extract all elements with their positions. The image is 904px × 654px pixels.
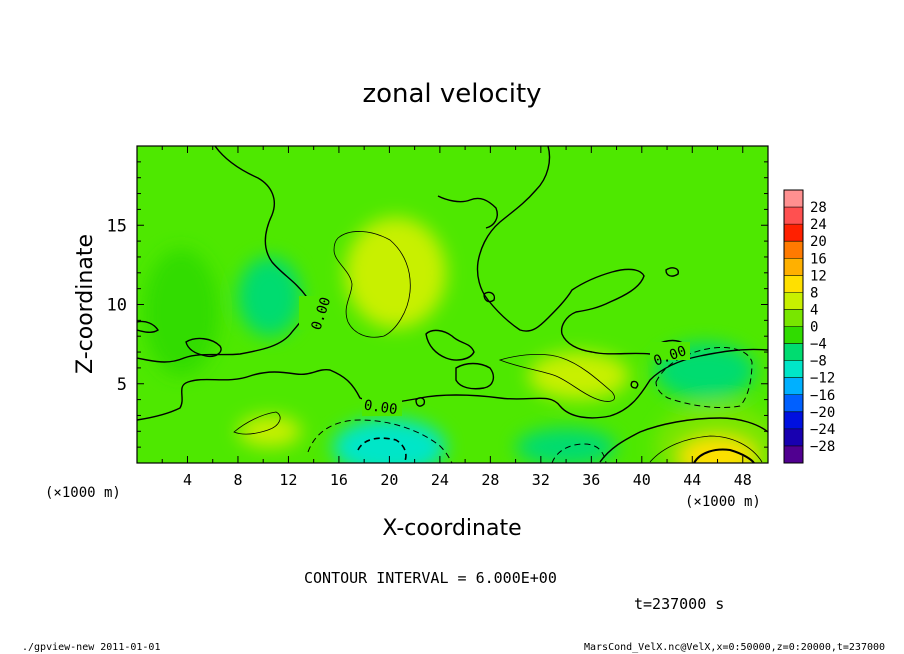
- x-axis: 4 8 12 16 20 24 28 32 36 40 44 48: [161, 146, 769, 489]
- footer-left: ./gpview-new 2011-01-01: [22, 642, 160, 653]
- positive-contour-mid: [498, 353, 615, 402]
- y-axis: 5 10 15: [107, 161, 768, 448]
- colorbar-label: −24: [810, 422, 835, 438]
- colorbar-segment: [784, 224, 803, 242]
- contour-islands-9: [630, 380, 639, 389]
- positive-contour-lower-left: [233, 411, 281, 435]
- colorbar-segment: [784, 275, 803, 293]
- x-tick-label: 12: [279, 471, 297, 489]
- chart-title: zonal velocity: [362, 79, 541, 109]
- contour-interval-note: CONTOUR INTERVAL = 6.000E+00: [304, 569, 557, 587]
- x-tick-label: 48: [734, 471, 752, 489]
- colorbar-segment: [784, 343, 803, 361]
- contour-islands-4: [137, 320, 159, 333]
- colorbar-label: −8: [810, 354, 827, 370]
- footer-right: MarsCond_VelX.nc@VelX,x=0:50000,z=0:2000…: [584, 642, 885, 653]
- positive-contour-bump: [333, 231, 411, 338]
- y-tick-label: 15: [107, 216, 127, 236]
- contour-islands-3: [185, 337, 222, 358]
- colorbar-segment: [784, 292, 803, 310]
- zero-contour-upper-right: [476, 146, 651, 355]
- contour-lines-thin: [233, 231, 763, 463]
- negative-contour-bottom-inner: [357, 437, 407, 463]
- negative-contour-bottom-mid: [551, 443, 607, 463]
- colorbar-segment: [784, 445, 803, 463]
- colorbar-label: −20: [810, 405, 835, 421]
- plot-area: [137, 146, 768, 463]
- x-axis-label: X-coordinate: [382, 516, 521, 541]
- colorbar-label: 20: [810, 234, 827, 250]
- contour-islands-8: [415, 397, 426, 407]
- colorbar-label: −4: [810, 337, 827, 353]
- y-axis-label: Z-coordinate: [73, 234, 98, 374]
- colorbar-segment: [784, 377, 803, 395]
- x-tick-label: 28: [481, 471, 499, 489]
- x-tick-label: 4: [183, 471, 192, 489]
- negative-contour-bottom: [307, 419, 453, 463]
- colorbar-label: 0: [810, 320, 818, 336]
- colorbar-segment: [784, 326, 803, 344]
- contour-label-group: 0.00 0.00 0.00: [299, 295, 690, 418]
- x-unit-right: (×1000 m): [685, 494, 761, 510]
- x-tick-label: 32: [532, 471, 550, 489]
- colorbar-label: 28: [810, 200, 827, 216]
- colorbar-segment: [784, 258, 803, 276]
- time-note: t=237000 s: [634, 595, 724, 613]
- x-tick-label: 20: [380, 471, 398, 489]
- contour-label-zero-2: 0.00: [363, 398, 399, 419]
- positive-contour-bottom-right: [649, 435, 763, 463]
- x-tick-label: 8: [233, 471, 242, 489]
- colorbar-segment: [784, 241, 803, 259]
- colorbar-label: 16: [810, 251, 827, 267]
- field-region-1: [237, 415, 302, 448]
- colorbar-segment: [784, 411, 803, 429]
- contour-islands-6: [665, 267, 679, 277]
- colorbar-label: 4: [810, 302, 818, 318]
- zero-contour-top-loop: [437, 195, 498, 229]
- negative-contour-right: [655, 347, 753, 409]
- field-region-0: [345, 217, 447, 329]
- colorbar-segment: [784, 309, 803, 327]
- colorbar-segment: [784, 207, 803, 225]
- field-layer: [143, 217, 768, 463]
- contour-islands-1: [425, 329, 475, 361]
- zero-contour-bottom-right: [599, 417, 768, 463]
- colorbar-label: −28: [810, 439, 835, 455]
- colorbar-segment: [784, 190, 803, 208]
- colorbar-segment: [784, 360, 803, 378]
- colorbar-label: 8: [810, 285, 818, 301]
- x-unit-left: (×1000 m): [45, 485, 121, 501]
- field-region-2: [528, 352, 630, 400]
- field-region-9: [679, 437, 756, 463]
- field-region-7: [515, 428, 617, 463]
- colorbar-segment: [784, 428, 803, 446]
- colorbar-label: 12: [810, 268, 827, 284]
- contour-islands-2: [455, 362, 495, 390]
- x-tick-label: 40: [633, 471, 651, 489]
- x-tick-label: 36: [582, 471, 600, 489]
- peak-contour: [693, 448, 755, 463]
- colorbar-segment: [784, 394, 803, 412]
- colorbar-label: 24: [810, 217, 827, 233]
- contour-lines-dashed: [307, 347, 753, 463]
- y-tick-label: 5: [117, 375, 127, 395]
- x-tick-label: 24: [431, 471, 449, 489]
- contour-islands-5: [483, 291, 496, 303]
- x-tick-label: 44: [683, 471, 701, 489]
- field-region-6: [237, 256, 302, 337]
- colorbar-label: −16: [810, 388, 835, 404]
- colorbar-label: −12: [810, 371, 835, 387]
- field-region-3: [332, 418, 447, 463]
- x-tick-label: 16: [330, 471, 348, 489]
- field-region-5: [143, 249, 220, 376]
- y-tick-label: 10: [107, 296, 127, 316]
